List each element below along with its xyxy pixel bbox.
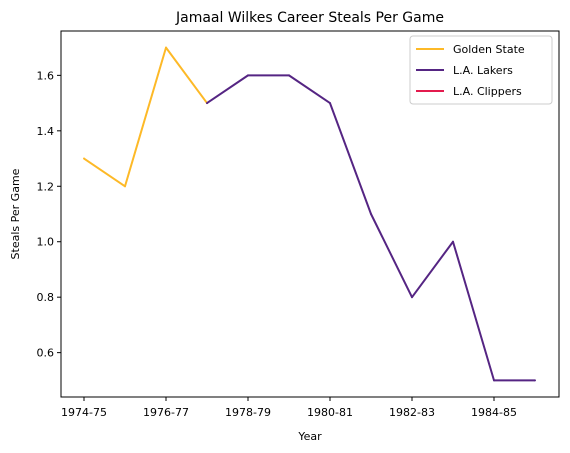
x-tick-label: 1982-83 [389,406,435,419]
y-tick-label: 1.0 [37,236,55,249]
data-point [206,102,208,105]
data-point [247,74,249,77]
data-point [370,213,372,215]
series-line [206,74,535,382]
y-axis-label: Steals Per Game [9,168,22,259]
x-axis-label: Year [297,430,322,443]
series-layer [83,46,536,382]
series-line [83,46,208,188]
plot-area-frame [60,30,560,398]
y-tick-label: 0.6 [37,347,55,360]
legend-label: L.A. Lakers [453,64,513,77]
y-tick-label: 1.6 [37,69,55,82]
x-tick-label: 1980-81 [307,406,353,419]
x-tick-label: 1984-85 [471,406,517,419]
legend-label: L.A. Clippers [453,85,522,98]
x-axis: 1974-75 1976-77 1978-79 1980-81 1982-83 1984-… [61,397,517,419]
legend-label: Golden State [453,43,525,56]
chart-title: Jamaal Wilkes Career Steals Per Game [175,10,444,26]
data-point [493,379,495,382]
x-tick-label: 1976-77 [143,406,189,419]
y-tick-label: 0.8 [37,291,55,304]
data-point [411,296,413,299]
data-point [83,157,85,160]
legend-box [409,35,553,105]
y-tick-label: 1.4 [37,125,55,138]
data-point [288,74,290,77]
legend: Golden State L.A. Lakers L.A. Clippers [409,35,553,105]
data-point [124,185,126,188]
data-point [329,102,331,105]
data-point [165,46,167,49]
data-point [452,240,454,243]
y-axis: 0.6 0.8 1.0 1.2 1.4 1.6 [37,69,61,360]
data-point [534,379,536,382]
x-tick-label: 1974-75 [61,406,107,419]
x-tick-label: 1978-79 [225,406,271,419]
y-tick-label: 1.2 [37,180,55,193]
